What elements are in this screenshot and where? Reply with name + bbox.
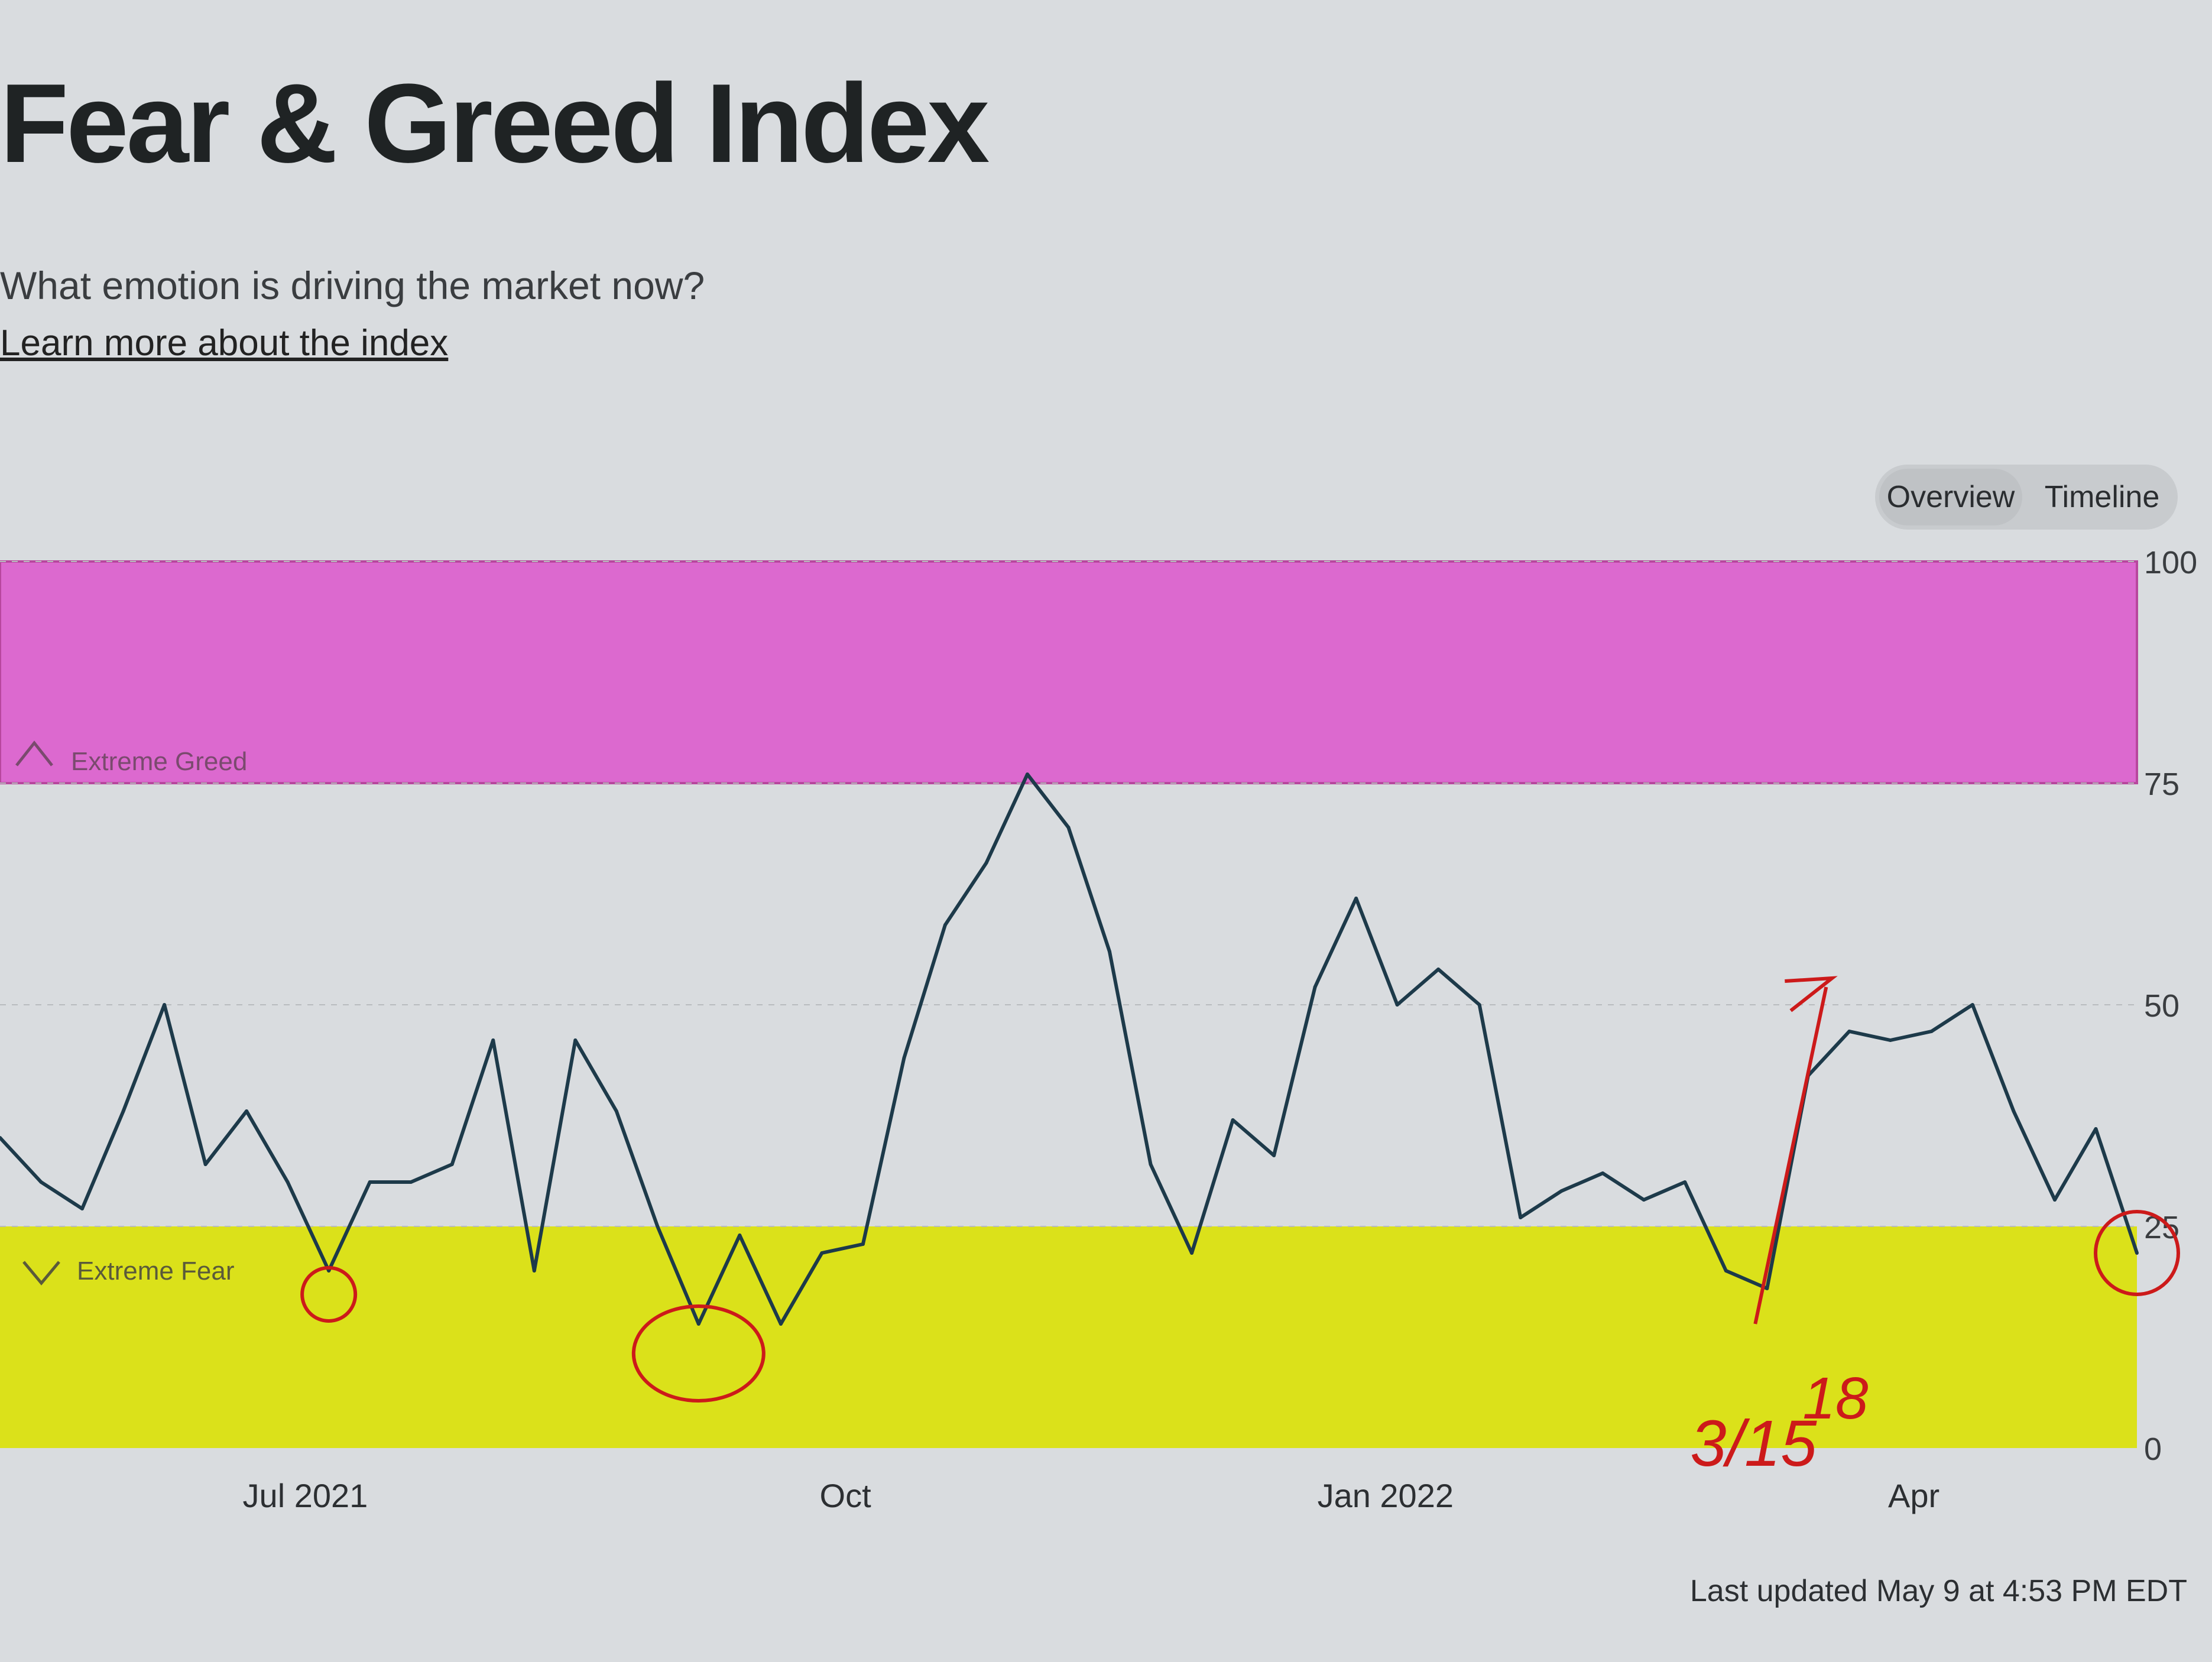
data-point	[39, 1180, 43, 1184]
data-point	[1149, 1163, 1153, 1166]
data-point	[1436, 968, 1441, 971]
data-point	[245, 1109, 249, 1113]
data-point	[696, 1322, 700, 1326]
data-point	[450, 1163, 454, 1166]
data-point	[532, 1269, 536, 1273]
view-toggle: Overview Timeline	[1875, 465, 2178, 530]
data-point	[1765, 1287, 1769, 1290]
tab-overview[interactable]: Overview	[1879, 469, 2022, 525]
data-point	[286, 1180, 290, 1184]
data-point	[573, 1038, 578, 1042]
data-point	[1970, 1003, 1974, 1007]
data-point	[1313, 985, 1317, 989]
data-point	[1477, 1003, 1481, 1007]
last-updated: Last updated May 9 at 4:53 PM EDT	[1689, 1574, 2187, 1608]
data-point	[2135, 1251, 2139, 1255]
data-point	[1888, 1038, 1892, 1042]
data-point	[1231, 1118, 1235, 1122]
y-tick-label: 50	[2144, 988, 2179, 1024]
data-point	[779, 1322, 783, 1326]
annotation-text: 18	[1802, 1365, 1869, 1431]
data-point	[820, 1251, 824, 1255]
extreme-fear-label: Extreme Fear	[77, 1257, 235, 1286]
annotation-circle	[2094, 1210, 2180, 1296]
annotation-circle	[631, 1304, 766, 1403]
data-point	[1066, 826, 1071, 829]
data-point	[943, 923, 947, 927]
data-point	[121, 1109, 125, 1113]
data-point	[1354, 897, 1358, 900]
data-point	[1559, 1189, 1564, 1193]
chevron-up-icon	[15, 740, 53, 767]
y-tick-label: 25	[2144, 1210, 2179, 1245]
arrow-head-icon	[1785, 976, 1838, 1012]
data-point	[0, 1136, 2, 1140]
data-point	[1272, 1154, 1276, 1157]
data-point	[203, 1163, 207, 1166]
data-point	[80, 1207, 85, 1210]
annotation-arrow	[1753, 986, 1828, 1325]
extreme-fear-band	[0, 1226, 2137, 1448]
data-point	[1108, 950, 1112, 953]
data-point	[738, 1233, 742, 1237]
data-point	[491, 1038, 495, 1042]
x-tick-label: Oct	[820, 1477, 872, 1514]
data-point	[1025, 772, 1029, 776]
data-point	[1929, 1030, 1934, 1033]
data-point	[902, 1056, 906, 1060]
page-subtitle: What emotion is driving the market now?	[0, 264, 705, 307]
x-tick-label: Apr	[1888, 1477, 1939, 1514]
x-tick-label: Jan 2022	[1318, 1477, 1454, 1514]
y-tick-label: 0	[2144, 1431, 2162, 1467]
data-point	[327, 1269, 331, 1273]
data-point	[1683, 1180, 1687, 1184]
data-point	[656, 1225, 660, 1228]
data-point	[2052, 1198, 2057, 1202]
data-point	[1519, 1216, 1523, 1219]
data-point	[1601, 1171, 1605, 1175]
data-point	[2094, 1127, 2098, 1131]
annotation-circle	[300, 1266, 358, 1323]
data-point	[1190, 1251, 1194, 1255]
data-point	[1395, 1003, 1399, 1007]
data-point	[2012, 1109, 2016, 1113]
y-tick-label: 100	[2144, 545, 2197, 580]
chevron-down-icon	[22, 1261, 60, 1286]
data-point	[614, 1109, 618, 1113]
y-tick-label: 75	[2144, 767, 2179, 802]
data-point	[1724, 1269, 1728, 1273]
tab-timeline[interactable]: Timeline	[2044, 480, 2160, 514]
data-point	[368, 1180, 372, 1184]
annotation-text: 3/15	[1690, 1407, 1817, 1480]
extreme-greed-label: Extreme Greed	[71, 747, 247, 776]
data-point	[409, 1180, 413, 1184]
learn-more-link[interactable]: Learn more about the index	[0, 323, 449, 363]
data-point	[1642, 1198, 1646, 1202]
data-point	[984, 861, 988, 865]
data-point	[163, 1003, 167, 1007]
extreme-greed-band	[0, 560, 2138, 784]
x-tick-label: Jul 2021	[243, 1477, 368, 1514]
data-point	[1847, 1030, 1851, 1033]
page-title: Fear & Greed Index	[0, 61, 990, 186]
data-point	[861, 1242, 865, 1246]
